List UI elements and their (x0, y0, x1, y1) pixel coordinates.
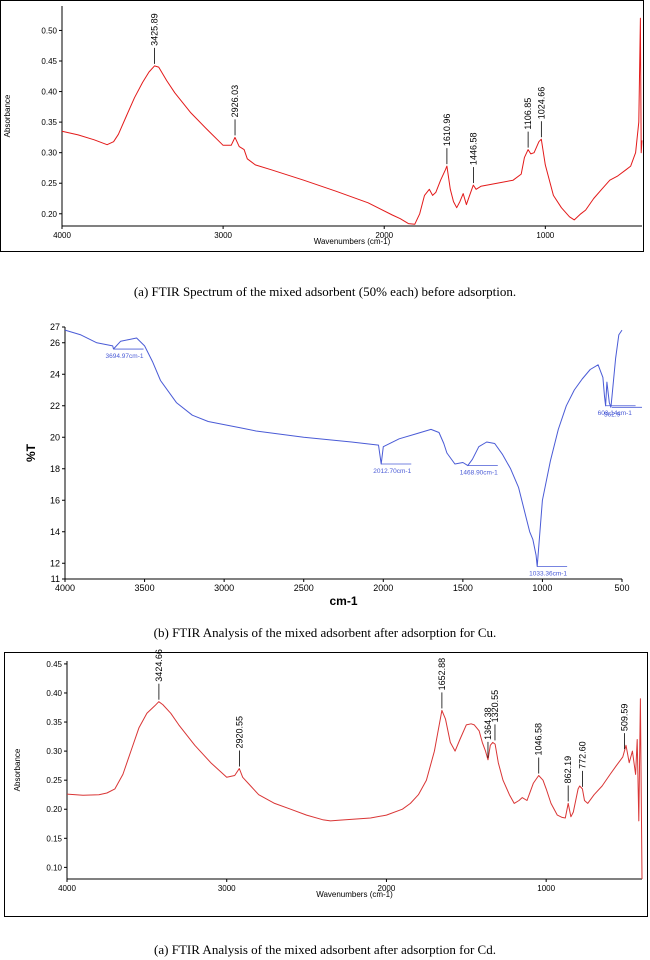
y-tick-label: 0.50 (41, 26, 57, 35)
peak-label: 1610.96 (442, 114, 452, 147)
y-tick-label: 0.25 (41, 179, 57, 188)
ftir-chart-after-cd: 0.10 0.15 0.20 0.25 0.30 0.35 0.40 0.45 4000 3000… (13, 649, 643, 899)
y-tick-label: 0.25 (46, 776, 62, 785)
x-tick-label: 2000 (373, 583, 393, 593)
y-axis-label: Absorbance (13, 748, 22, 791)
x-tick-label: 1000 (536, 231, 554, 240)
x-tick-label: 4000 (55, 583, 75, 593)
y-tick-label: 27 (50, 322, 60, 332)
y-tick-label: 0.30 (41, 149, 57, 158)
peak-label: 562.9 (604, 411, 621, 418)
y-tick-label: 0.20 (41, 210, 57, 219)
chart-panel-1: 0.20 0.25 0.30 0.35 0.40 0.45 0.50 4000 3000 2000… (0, 0, 650, 255)
x-tick-label: 4000 (53, 231, 71, 240)
y-tick-label: 0.35 (41, 118, 57, 127)
spectrum-line (61, 17, 643, 225)
peak-label: 1364.38 (483, 707, 493, 740)
peak-label: 3425.89 (149, 13, 159, 46)
x-tick-label: 3000 (214, 583, 234, 593)
x-tick-label: 2000 (375, 231, 393, 240)
peak-label: 1652.88 (437, 658, 447, 691)
peak-label: 3424.66 (154, 649, 164, 682)
peak-label: 509.59 (619, 704, 629, 732)
caption-2: (b) FTIR Analysis of the mixed adsorbent… (153, 625, 497, 640)
y-tick-label: 0.40 (41, 88, 57, 97)
peak-label: 603.14cm-1 (598, 410, 633, 417)
peak-label: 1106.85 (523, 98, 533, 130)
peak-label: 3694.97cm-1 (106, 353, 144, 360)
x-tick-label: 3500 (135, 583, 155, 593)
x-tick-label: 3000 (214, 231, 232, 240)
peak-label: 772.60 (577, 741, 587, 769)
y-tick-label: 0.15 (46, 834, 62, 843)
y-tick-label: 0.40 (46, 689, 62, 698)
ftir-chart-after-cu: 11 12 14 16 18 20 22 24 26 27 4000 3500 3000 2500 2000… (24, 322, 642, 608)
y-tick-label: 22 (50, 401, 60, 411)
y-tick-label: 0.35 (46, 718, 62, 727)
chart-frame-3 (4, 652, 648, 917)
caption-1: (a) FTIR Spectrum of the mixed adsorbent… (133, 284, 517, 299)
peak-label: 2926.03 (230, 85, 240, 118)
chart-panel-2: 11 12 14 16 18 20 22 24 26 27 4000 3500 3000 2500 2000… (0, 315, 650, 615)
x-tick-label: 3000 (218, 884, 236, 893)
y-tick-label: 0.20 (46, 805, 62, 814)
y-tick-label: 12 (50, 558, 60, 568)
chart-panel-3: 0.10 0.15 0.20 0.25 0.30 0.35 0.40 0.45 4000 3000… (0, 649, 650, 922)
spectrum-line (64, 329, 623, 567)
y-tick-label: 11 (51, 574, 60, 584)
x-tick-label: 1000 (532, 583, 552, 593)
peak-label: 1046.58 (534, 723, 544, 756)
x-tick-label: 1000 (537, 884, 555, 893)
x-tick-label: 4000 (58, 884, 76, 893)
y-tick-label: 0.30 (46, 747, 62, 756)
x-tick-label: 2000 (378, 884, 396, 893)
peak-label: 862.19 (563, 756, 573, 784)
y-tick-label: 0.10 (46, 863, 62, 872)
peak-label: 2012.70cm-1 (373, 468, 411, 475)
x-tick-label: 2500 (294, 583, 314, 593)
peak-label: 1320.55 (490, 690, 500, 723)
y-axis-label: Absorbance (3, 94, 12, 137)
x-axis-label: cm-1 (329, 594, 357, 608)
peak-label: 1446.58 (468, 133, 478, 166)
y-tick-label: 0.45 (46, 660, 62, 669)
x-tick-label: 1500 (453, 583, 473, 593)
peak-label: 1033.36cm-1 (529, 570, 567, 577)
peak-label: 2920.55 (234, 716, 244, 749)
x-tick-label: 500 (614, 583, 629, 593)
ftir-chart-before-adsorption: 0.20 0.25 0.30 0.35 0.40 0.45 0.50 4000 3000 2000… (3, 6, 643, 246)
x-axis-label: Wavenumbers (cm-1) (316, 890, 393, 899)
x-axis-label: Wavenumbers (cm-1) (314, 237, 391, 246)
peak-label: 1468.90cm-1 (460, 470, 498, 477)
y-axis-label: %T (24, 443, 38, 462)
y-tick-label: 18 (50, 464, 60, 474)
y-tick-label: 26 (50, 338, 60, 348)
y-tick-label: 24 (50, 369, 60, 379)
chart-frame-1 (0, 0, 644, 252)
y-tick-label: 20 (50, 432, 60, 442)
y-tick-label: 0.45 (41, 57, 57, 66)
y-tick-label: 14 (50, 527, 60, 537)
y-tick-label: 16 (50, 495, 60, 505)
spectrum-line (66, 698, 643, 880)
caption-3: (a) FTIR Analysis of the mixed adsorbent… (154, 942, 496, 957)
peak-label: 1024.66 (536, 87, 546, 120)
